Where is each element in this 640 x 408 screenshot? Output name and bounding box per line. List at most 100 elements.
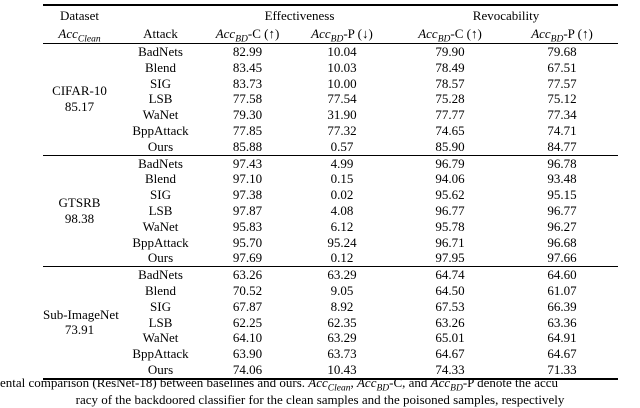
attack-name: LSB	[148, 202, 173, 218]
attack-name: SIG	[150, 187, 171, 203]
header-group-effectiveness: Effectiveness	[264, 8, 335, 23]
value-cell: 64.67	[547, 346, 577, 362]
dataset-acc-clean: 73.91	[64, 322, 95, 338]
value-cell: 65.01	[435, 330, 465, 346]
header-column-row: AccClean Attack AccBD-C (↑) AccBD-P (↓) Ac…	[43, 24, 618, 44]
value-cell: 95.24	[327, 234, 357, 250]
table-row: LSB 97.87 4.08 96.77 96.77	[43, 203, 618, 219]
table-row: CIFAR-10 85.17 BadNets 82.99 10.04 79.90 79.68	[43, 44, 618, 114]
table-body: CIFAR-10 85.17 BadNets 82.99 10.04 79.90 79.68…	[43, 44, 619, 379]
value-cell: 97.43	[205, 154, 290, 172]
attack-name: Blend	[144, 282, 177, 298]
value-cell: 96.68	[547, 234, 577, 250]
value-cell: 10.00	[327, 75, 357, 91]
attack-name: BadNets	[116, 266, 205, 283]
table-row: BppAttack 95.70 95.24 96.71 96.68	[43, 235, 618, 251]
dataset-name: GTSRB	[58, 195, 101, 211]
value-cell: 0.12	[330, 250, 354, 266]
math-acc-bd-sub: BD	[450, 383, 463, 394]
value-cell: 96.77	[435, 202, 465, 218]
value-cell: 95.62	[435, 187, 465, 203]
value-cell: 82.99	[232, 44, 263, 59]
attack-name: WaNet	[142, 218, 179, 234]
header-attack: Attack	[143, 25, 178, 41]
table-row: BppAttack 63.90 63.73 64.67 64.67	[43, 346, 618, 362]
value-cell: 31.90	[327, 107, 357, 123]
value-cell: 63.26	[435, 314, 465, 330]
header-spacer	[116, 5, 205, 24]
header-dataset: Dataset	[60, 8, 99, 23]
math-acc-bd: Acc	[430, 375, 451, 390]
value-cell: 83.73	[232, 75, 263, 91]
table-row: Ours 97.69 0.12 97.95 97.66	[43, 250, 618, 266]
attack-name: WaNet	[142, 330, 179, 346]
value-cell: 85.88	[232, 138, 263, 154]
value-cell: 77.54	[327, 91, 357, 107]
caption-line-1: ental comparison (ResNet-18) between bas…	[0, 374, 640, 394]
dataset-cell: Sub-ImageNet 73.91	[43, 266, 119, 379]
dataset-acc-clean: 85.17	[64, 99, 95, 115]
value-cell: 79.90	[435, 44, 465, 59]
attack-name: Blend	[144, 171, 177, 187]
attack-name: WaNet	[142, 107, 179, 123]
table-row: Ours 74.06 10.43 74.33 71.33	[43, 362, 618, 379]
attack-name: Blend	[144, 59, 177, 75]
column-header-acc-bd: AccBD-C (↑)	[418, 25, 482, 45]
table-row: Ours 85.88 0.57 85.90 84.77	[43, 139, 618, 155]
value-cell: 0.02	[330, 187, 354, 203]
caption-text: , and	[402, 375, 431, 390]
table-row: Sub-ImageNet 73.91 BadNets 63.26 63.29 64.74 6…	[43, 266, 619, 379]
value-cell: 77.57	[547, 75, 577, 91]
value-cell: 63.73	[327, 346, 357, 362]
value-cell: 96.78	[506, 154, 619, 172]
value-cell: 77.85	[232, 122, 263, 138]
attack-name: LSB	[148, 314, 173, 330]
value-cell: 95.78	[435, 218, 465, 234]
value-cell: 95.15	[547, 187, 577, 203]
value-cell: 97.66	[547, 250, 577, 266]
value-cell: 63.36	[547, 314, 577, 330]
value-cell: 6.12	[330, 218, 354, 234]
value-cell: 61.07	[547, 282, 577, 298]
caption-text: -C	[389, 375, 403, 390]
math-acc-bd: Acc	[356, 375, 377, 390]
value-cell: 63.26	[205, 266, 290, 283]
value-cell: 74.06	[232, 361, 263, 377]
math-acc-clean-sub: Clean	[327, 383, 351, 394]
value-cell: 63.29	[327, 330, 357, 346]
column-header-acc-bd: AccBD-C (↑)	[215, 25, 280, 45]
value-cell: 93.48	[547, 171, 577, 187]
value-cell: 77.77	[435, 107, 465, 123]
value-cell: 97.10	[232, 171, 263, 187]
value-cell: 85.90	[435, 138, 465, 154]
value-cell: 97.95	[435, 250, 465, 266]
value-cell: 94.06	[435, 171, 465, 187]
value-cell: 97.38	[232, 187, 263, 203]
caption-text: denote the accu	[473, 375, 558, 390]
table-row: SIG 83.73 10.00 78.57 77.57	[43, 76, 618, 92]
results-table: Dataset Effectiveness Revocability AccCl…	[43, 4, 619, 380]
value-cell: 96.71	[435, 234, 465, 250]
value-cell: 62.25	[232, 314, 263, 330]
table-row: GTSRB 98.38 BadNets 97.43 4.99 96.79 96.78	[43, 154, 619, 267]
value-cell: 0.57	[330, 138, 354, 154]
value-cell: 10.03	[327, 59, 357, 75]
value-cell: 10.43	[327, 361, 357, 377]
value-cell: 64.60	[506, 266, 619, 283]
header-group-row: Dataset Effectiveness Revocability	[43, 5, 618, 24]
value-cell: 77.58	[232, 91, 263, 107]
value-cell: 97.69	[232, 250, 263, 266]
value-cell: 75.12	[547, 91, 577, 107]
dataset-cell: GTSRB 98.38	[43, 154, 116, 267]
column-header-acc-bd: AccBD-P (↑)	[531, 25, 593, 45]
attack-name: SIG	[150, 298, 171, 314]
dataset-acc-clean: 98.38	[64, 210, 95, 226]
value-cell: 0.15	[330, 171, 354, 187]
value-cell: 78.57	[435, 75, 465, 91]
value-cell: 74.71	[547, 122, 577, 138]
table-row: Blend 97.10 0.15 94.06 93.48	[43, 171, 618, 187]
value-cell: 96.27	[547, 218, 577, 234]
dataset-cell: CIFAR-10 85.17	[43, 44, 116, 156]
value-cell: 64.74	[394, 266, 507, 283]
value-cell: 71.33	[547, 361, 577, 377]
